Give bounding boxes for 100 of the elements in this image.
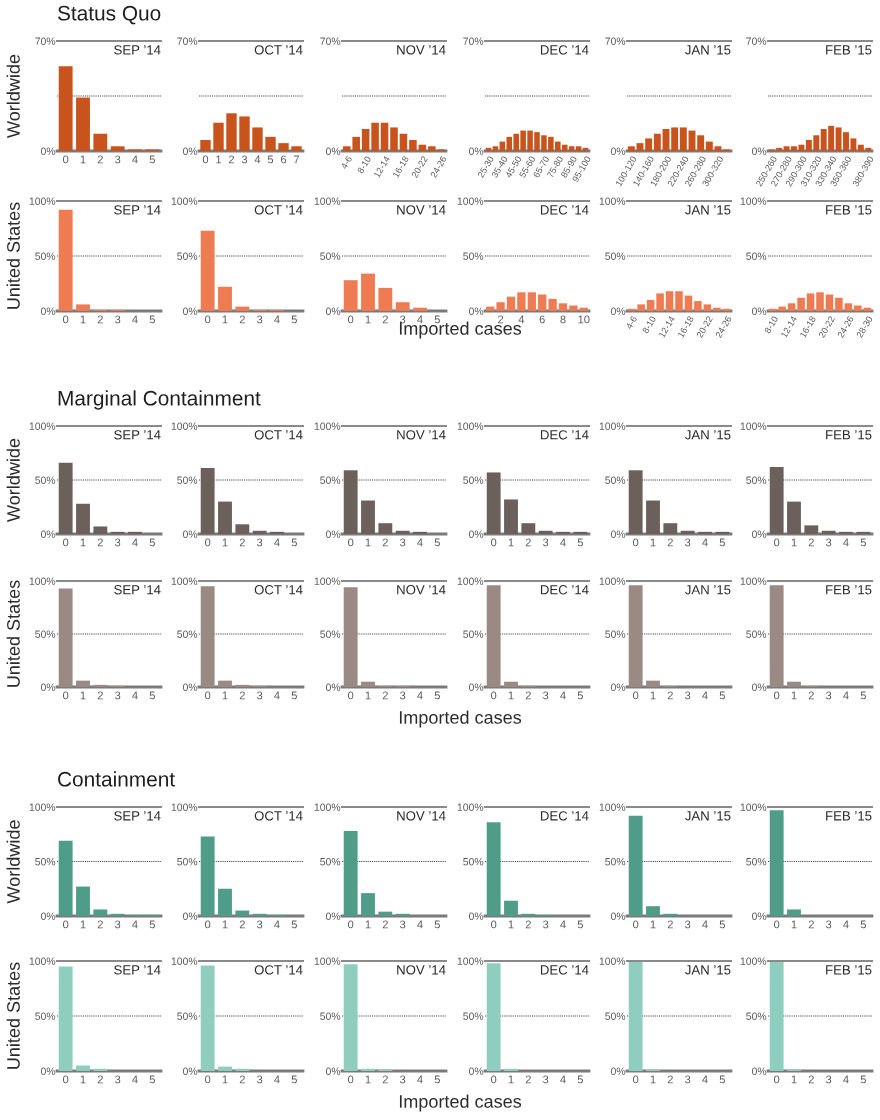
y-tick-label: 50% bbox=[320, 1012, 341, 1020]
chart-title: FEB ’15 bbox=[826, 45, 872, 55]
y-tick-label: 100% bbox=[29, 957, 56, 965]
x-tick-label: 3 bbox=[543, 691, 549, 700]
bar bbox=[628, 585, 643, 687]
bar bbox=[653, 133, 661, 151]
chart-title: JAN ’15 bbox=[685, 205, 731, 215]
bar bbox=[486, 822, 501, 916]
bar bbox=[380, 122, 389, 151]
x-tick-label: 4 bbox=[132, 1075, 138, 1084]
x-tick-label: 2 bbox=[382, 1075, 388, 1084]
bar bbox=[200, 468, 215, 534]
x-tick-label: 0 bbox=[63, 1075, 69, 1084]
bar bbox=[361, 273, 375, 311]
chart-title: DEC ’14 bbox=[540, 45, 589, 55]
x-tick-label: 2 bbox=[239, 538, 245, 547]
y-tick-label: 0% bbox=[40, 1067, 56, 1075]
y-tick-label: 100% bbox=[740, 803, 767, 811]
y-tick-label: 50% bbox=[320, 476, 341, 484]
y-tick-label: 0% bbox=[751, 307, 767, 315]
y-tick-label: 100% bbox=[457, 422, 484, 430]
y-tick-label: 100% bbox=[314, 803, 341, 811]
y-tick-label: 0% bbox=[468, 1067, 484, 1075]
y-tick-label: 0% bbox=[468, 683, 484, 691]
x-tick-label: 4 bbox=[843, 1075, 849, 1084]
bar bbox=[538, 530, 553, 534]
y-tick-label: 100% bbox=[171, 422, 198, 430]
bar bbox=[715, 531, 730, 534]
x-tick-label: 7 bbox=[293, 155, 300, 164]
bar bbox=[378, 523, 393, 534]
bar bbox=[76, 886, 90, 916]
bar bbox=[797, 297, 805, 311]
y-tick-label: 100% bbox=[740, 957, 767, 965]
y-tick-label: 0% bbox=[468, 530, 484, 538]
x-tick-label: 2 bbox=[808, 920, 814, 929]
bar bbox=[213, 122, 224, 151]
x-tick-label: 5 bbox=[149, 538, 155, 547]
y-tick-label: 0% bbox=[325, 1067, 341, 1075]
bar bbox=[76, 304, 90, 311]
y-axis-title: United States bbox=[6, 580, 20, 687]
x-tick-label: 2 bbox=[382, 920, 388, 929]
bar bbox=[856, 531, 871, 534]
y-tick-label: 0% bbox=[751, 912, 767, 920]
bar bbox=[371, 122, 379, 151]
bar bbox=[684, 295, 693, 311]
y-tick-label: 100% bbox=[599, 422, 626, 430]
bar bbox=[76, 680, 90, 687]
x-tick-label: 2 bbox=[525, 538, 531, 547]
y-tick-label: 50% bbox=[605, 252, 626, 260]
bar bbox=[804, 525, 819, 534]
chart-title: NOV ’14 bbox=[397, 205, 446, 215]
x-tick-label: 3 bbox=[826, 538, 832, 547]
x-tick-label: 3 bbox=[400, 538, 406, 547]
bar bbox=[486, 472, 501, 534]
x-tick-label: 4 bbox=[560, 691, 566, 700]
x-tick-label: 4-6 bbox=[625, 315, 638, 330]
bar bbox=[378, 911, 393, 916]
bar bbox=[806, 293, 815, 311]
x-tick-label: 1 bbox=[365, 315, 371, 324]
y-tick-label: 0% bbox=[325, 530, 341, 538]
y-tick-label: 50% bbox=[746, 476, 767, 484]
x-tick-label: 3 bbox=[115, 691, 121, 700]
y-tick-label: 50% bbox=[320, 858, 341, 866]
bar bbox=[839, 531, 853, 534]
text: Marginal Containment bbox=[58, 390, 261, 410]
y-tick-label: 0% bbox=[182, 912, 198, 920]
chart-title: FEB ’15 bbox=[826, 965, 872, 975]
x-tick-label: 1 bbox=[791, 920, 797, 929]
x-tick-label: 5 bbox=[719, 691, 725, 700]
x-tick-label: 3 bbox=[826, 691, 832, 700]
chart-title: DEC ’14 bbox=[540, 205, 589, 215]
x-tick-label: 1 bbox=[365, 538, 371, 547]
y-tick-label: 100% bbox=[314, 197, 341, 205]
bar bbox=[235, 524, 250, 534]
y-tick-label: 0% bbox=[751, 1067, 767, 1075]
y-tick-label: 70% bbox=[320, 37, 341, 45]
x-tick-label: 4 bbox=[132, 155, 138, 164]
x-tick-label: 4 bbox=[274, 1075, 280, 1084]
y-tick-label: 50% bbox=[177, 858, 198, 866]
y-tick-label: 0% bbox=[40, 307, 56, 315]
x-tick-label: 2 bbox=[239, 691, 245, 700]
y-tick-label: 100% bbox=[740, 197, 767, 205]
x-tick-label: 0 bbox=[774, 920, 780, 929]
bar bbox=[218, 286, 232, 311]
x-tick-label: 3 bbox=[400, 1075, 406, 1084]
y-tick-label: 0% bbox=[610, 1067, 626, 1075]
x-tick-label: 1 bbox=[222, 538, 228, 547]
y-tick-label: 0% bbox=[610, 683, 626, 691]
y-tick-label: 100% bbox=[314, 957, 341, 965]
x-tick-label: 1 bbox=[216, 155, 222, 164]
bar bbox=[506, 296, 516, 311]
x-tick-label: 5 bbox=[149, 155, 155, 164]
bar bbox=[527, 292, 536, 311]
y-tick-label: 100% bbox=[29, 197, 56, 205]
y-tick-label: 100% bbox=[599, 803, 626, 811]
chart-title: SEP ’14 bbox=[114, 585, 161, 595]
y-tick-label: 70% bbox=[177, 37, 198, 45]
x-tick-label: 0 bbox=[348, 538, 354, 547]
x-tick-label: 4 bbox=[274, 920, 280, 929]
x-tick-label: 5 bbox=[719, 920, 725, 929]
